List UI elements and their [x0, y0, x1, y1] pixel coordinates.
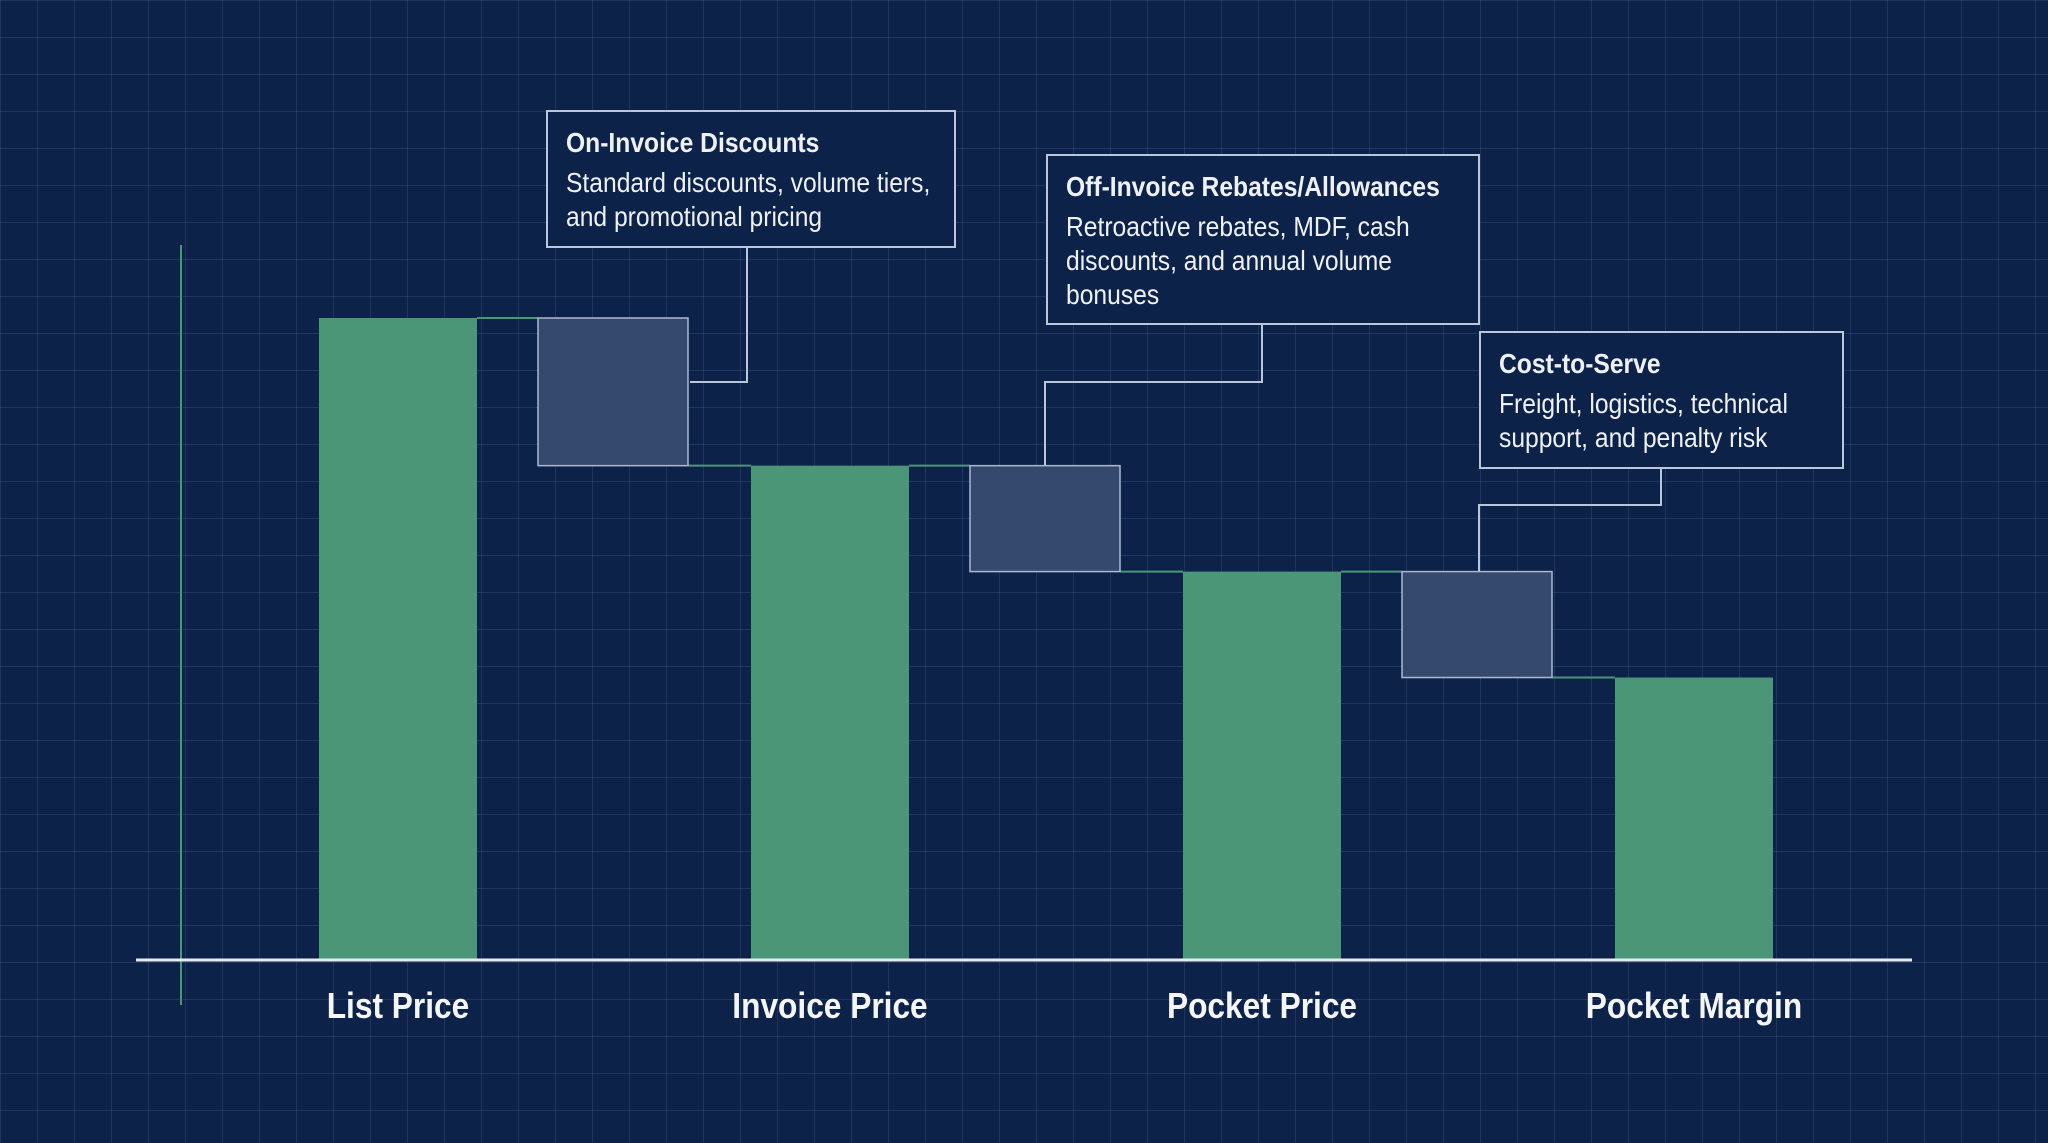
category-label-invoice-price: Invoice Price: [732, 986, 927, 1026]
callout-title: Cost-to-Serve: [1499, 348, 1661, 379]
leader-line-off-invoice-rebates-allowances: [1044, 325, 1263, 465]
category-label-list-price: List Price: [327, 986, 470, 1026]
callout-description: Standard discounts, volume tiers, and pr…: [566, 167, 931, 232]
category-label-pocket-margin: Pocket Margin: [1586, 986, 1802, 1026]
callout-description: Retroactive rebates, MDF, cash discounts…: [1066, 211, 1410, 310]
bar-invoice-price: [751, 465, 909, 960]
leader-line-on-invoice-discounts: [690, 248, 748, 383]
bar-pocket-price: [1183, 571, 1341, 960]
category-label-pocket-price: Pocket Price: [1167, 986, 1357, 1026]
callout-description: Freight, logistics, technical support, a…: [1499, 388, 1788, 453]
bar-pocket-margin: [1615, 677, 1773, 960]
leader-line-cost-to-serve: [1478, 469, 1662, 571]
callout-title: Off-Invoice Rebates/Allowances: [1066, 171, 1440, 202]
callout-leader-lines: [690, 248, 1662, 571]
callout-title: On-Invoice Discounts: [566, 127, 820, 158]
callout-off-invoice-rebates: Off-Invoice Rebates/Allowances Retroacti…: [1046, 154, 1480, 325]
connector-lines: [477, 317, 1615, 679]
deduction-bar-off-invoice-rebates-allowances: [969, 464, 1121, 573]
deduction-bar-cost-to-serve: [1401, 570, 1553, 679]
deduction-bar-on-invoice-discounts: [537, 317, 689, 467]
callout-on-invoice-discounts: On-Invoice Discounts Standard discounts,…: [546, 110, 956, 248]
bars: [319, 317, 1773, 960]
bar-list-price: [319, 318, 477, 960]
callout-cost-to-serve: Cost-to-Serve Freight, logistics, techni…: [1479, 331, 1844, 469]
category-labels: List Price Invoice Price Pocket Price Pocke…: [327, 986, 1802, 1026]
